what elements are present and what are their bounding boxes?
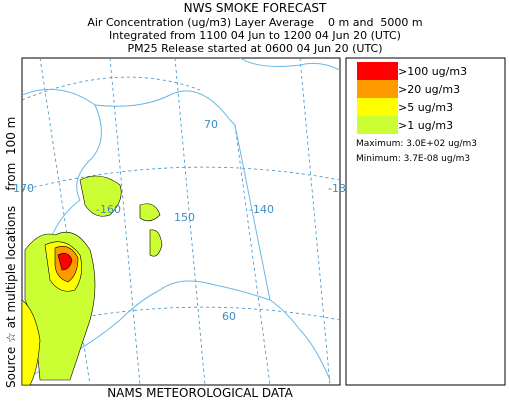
subtitle: Air Concentration (ug/m3) Layer Average … [87,16,422,29]
legend-swatch [357,116,398,134]
legend-swatch [357,98,398,116]
subtitle: Integrated from 1100 04 Jun to 1200 04 J… [109,29,401,42]
map: 70 -170 -160 150 -140 -130 60 [9,57,353,386]
grid-label: -160 [96,203,121,216]
legend-label: >5 ug/m3 [398,101,453,114]
footer: NAMS METEOROLOGICAL DATA [107,386,293,400]
side-label: Source ☆ at multiple locations from 100 … [4,117,18,388]
grid-label: 70 [204,118,218,131]
legend-min: Minimum: 3.7E-08 ug/m3 [356,154,470,164]
legend-label: >1 ug/m3 [398,119,453,132]
legend-max: Maximum: 3.0E+02 ug/m3 [356,139,477,149]
legend-swatch [357,62,398,80]
grid-label: -170 [9,182,34,195]
legend-label: >100 ug/m3 [398,65,467,78]
legend-label: >20 ug/m3 [398,83,460,96]
title: NWS SMOKE FORECAST [184,1,327,15]
grid-label: 150 [174,211,195,224]
grid-label: -140 [249,203,274,216]
legend: >100 ug/m3 >20 ug/m3 >5 ug/m3 >1 ug/m3 [357,62,467,134]
legend-swatch [357,80,398,98]
grid-label: 60 [222,310,236,323]
subtitle: PM25 Release started at 0600 04 Jun 20 (… [127,42,382,55]
